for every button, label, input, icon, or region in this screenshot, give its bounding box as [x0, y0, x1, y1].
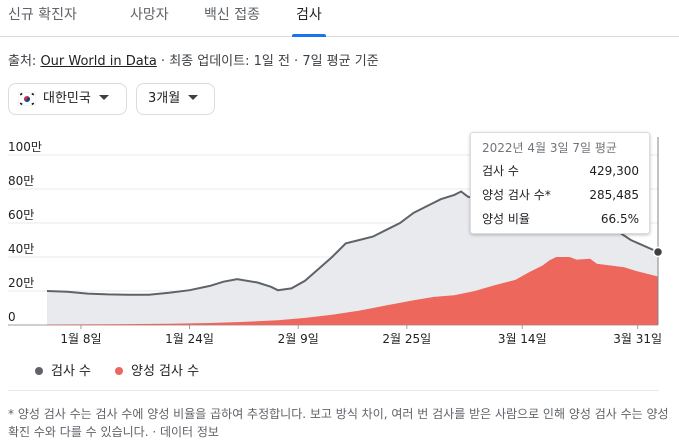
positive-area — [47, 257, 658, 325]
y-tick-label: 40만 — [8, 242, 34, 256]
tab-new-cases[interactable]: 신규 확진자 — [8, 0, 77, 36]
y-axis-labels: 0 20만 40만 60만 80만 100만 — [8, 140, 42, 324]
tooltip-label: 양성 비율 — [482, 212, 530, 226]
tab-label: 신규 확진자 — [8, 7, 77, 23]
tooltip-value: 66.5% — [600, 212, 639, 226]
y-tick-label: 100만 — [8, 140, 42, 154]
x-tick-label: 3월 31일 — [613, 332, 662, 346]
chart-tooltip: 2022년 4월 3일 7일 평균 검사 수 429,300 양성 검사 수* … — [470, 132, 650, 234]
range-dropdown[interactable]: 3개월 — [136, 83, 215, 115]
y-tick-label: 60만 — [8, 208, 34, 222]
tooltip-label: 양성 검사 수* — [482, 188, 551, 202]
x-tick-label: 1월 24일 — [165, 332, 214, 346]
tooltip-label: 검사 수 — [482, 164, 519, 178]
tooltip-title: 2022년 4월 3일 7일 평균 — [482, 141, 617, 155]
tooltip-value: 285,485 — [589, 188, 639, 202]
source-link[interactable]: Our World in Data — [40, 54, 157, 69]
tab-deaths[interactable]: 사망자 — [130, 0, 169, 36]
x-tick-label: 2월 25일 — [382, 332, 431, 346]
legend-label: 검사 수 — [51, 364, 92, 379]
range-label: 3개월 — [148, 91, 181, 106]
source-suffix: · 최종 업데이트: 1일 전 · 7일 평균 기준 — [156, 54, 379, 69]
source-prefix: 출처: — [8, 54, 41, 69]
legend-item-tests: 검사 수 — [35, 360, 91, 379]
x-tick-label: 3월 14일 — [498, 332, 547, 346]
tab-label: 사망자 — [130, 7, 169, 23]
y-tick-label: 20만 — [8, 276, 34, 290]
tab-vaccination[interactable]: 백신 접종 — [204, 0, 260, 36]
chevron-down-icon — [98, 95, 109, 100]
tab-label: 검사 — [296, 7, 322, 23]
legend-item-positive: 양성 검사 수 — [115, 360, 199, 379]
tooltip-row-rate: 양성 비율 66.5% — [482, 209, 639, 229]
legend-dot — [35, 366, 43, 375]
active-tab-indicator — [292, 34, 326, 37]
hover-point — [652, 246, 664, 258]
source-line: 출처: Our World in Data · 최종 업데이트: 1일 전 · … — [8, 50, 379, 69]
x-tick-label: 2월 9일 — [278, 332, 319, 346]
x-axis-labels: 1월 8일 1월 24일 2월 9일 2월 25일 3월 14일 3월 31일 — [60, 332, 662, 346]
y-tick-label: 0 — [8, 310, 16, 324]
tab-bar: 신규 확진자 사망자 백신 접종 검사 — [0, 0, 679, 37]
x-tick-label: 1월 8일 — [60, 332, 101, 346]
country-label: 대한민국 — [43, 91, 91, 106]
tab-testing[interactable]: 검사 — [292, 0, 326, 37]
tooltip-row-positive: 양성 검사 수* 285,485 — [482, 185, 639, 205]
tooltip-row-tests: 검사 수 429,300 — [482, 161, 639, 181]
legend-label: 양성 검사 수 — [131, 364, 200, 379]
y-tick-label: 80만 — [8, 174, 34, 188]
tab-label: 백신 접종 — [204, 7, 260, 23]
country-dropdown[interactable]: 대한민국 — [8, 83, 127, 115]
south-korea-flag-icon — [18, 92, 36, 106]
chevron-down-icon — [188, 95, 199, 100]
divider — [8, 390, 659, 391]
footnote: * 양성 검사 수는 검사 수에 양성 비율을 곱하여 추정합니다. 보고 방식… — [8, 407, 669, 439]
tooltip-value: 429,300 — [589, 164, 639, 178]
legend-dot — [115, 366, 123, 375]
